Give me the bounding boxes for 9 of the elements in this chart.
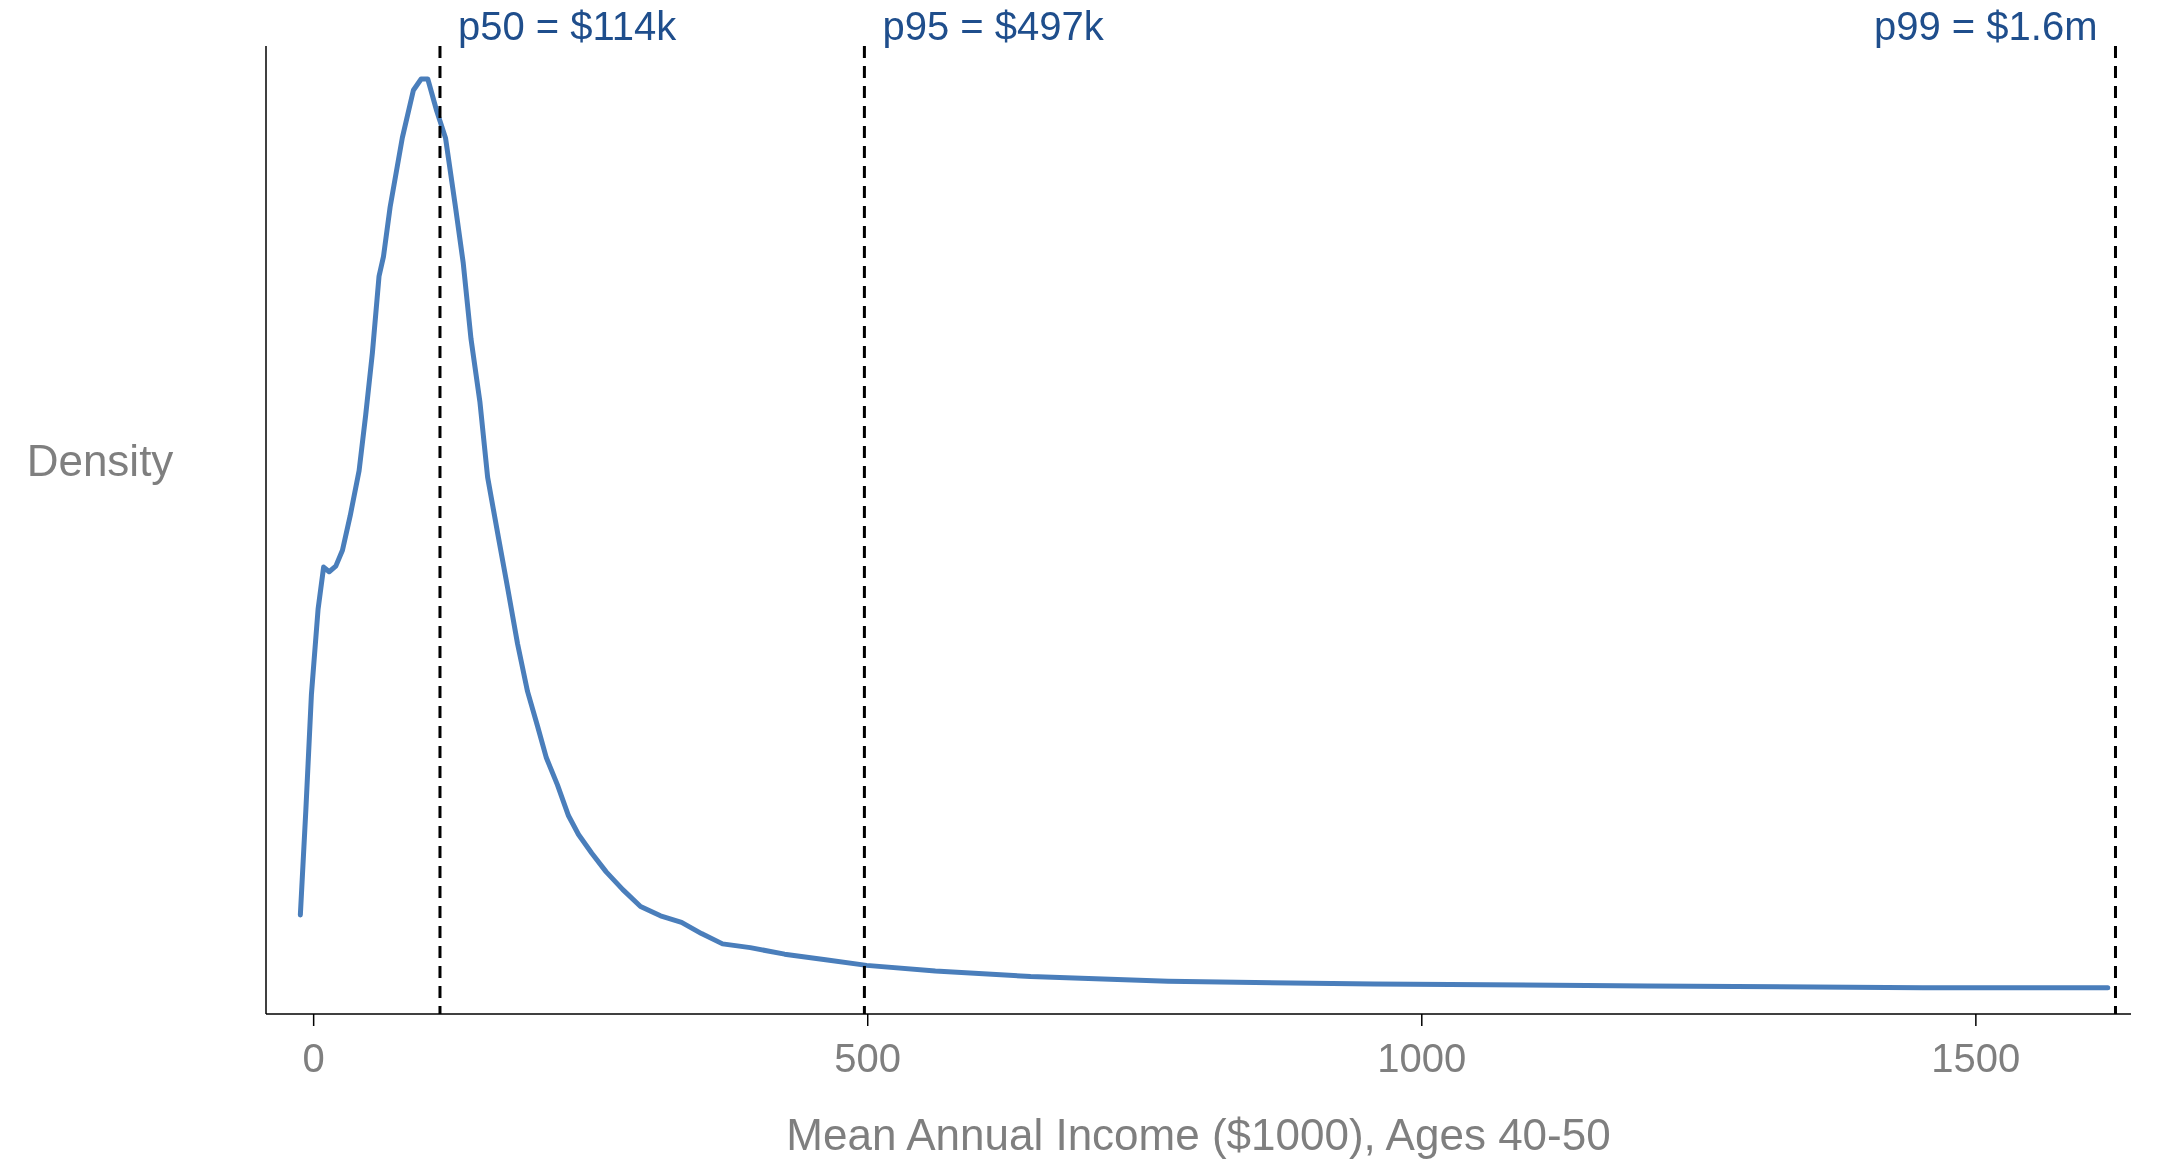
x-tick-label: 1500 xyxy=(1931,1036,2021,1080)
ref-line-label: p99 = $1.6m xyxy=(1873,4,2098,48)
x-axis-title: Mean Annual Income ($1000), Ages 40-50 xyxy=(786,1110,1611,1159)
x-tick-label: 0 xyxy=(302,1036,325,1080)
x-tick-label: 1000 xyxy=(1377,1036,1467,1080)
x-tick-label: 500 xyxy=(834,1036,902,1080)
ref-line-label: p95 = $497k xyxy=(882,4,1105,48)
y-axis-title: Density xyxy=(26,436,174,485)
ref-line-label: p50 = $114k xyxy=(457,4,678,48)
